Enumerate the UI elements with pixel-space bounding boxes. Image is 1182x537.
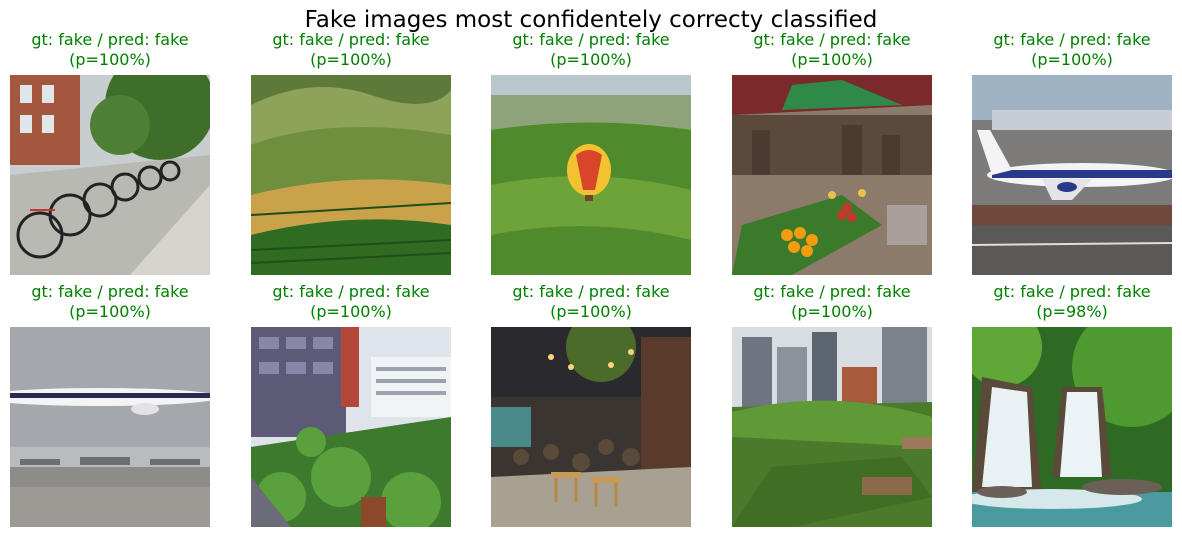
panel-5-image — [972, 75, 1172, 275]
panel-8-caption-line1: gt: fake / pred: fake — [512, 282, 670, 301]
panel-6-image — [10, 327, 210, 527]
panel-2-caption: gt: fake / pred: fake (p=100%) — [251, 30, 451, 70]
panel-8-caption-line2: (p=100%) — [550, 302, 632, 321]
panel-1-caption: gt: fake / pred: fake (p=100%) — [10, 30, 210, 70]
panel-4-caption-line1: gt: fake / pred: fake — [753, 30, 911, 49]
panel-3-caption: gt: fake / pred: fake (p=100%) — [491, 30, 691, 70]
panel-3-image — [491, 75, 691, 275]
panel-9-caption-line1: gt: fake / pred: fake — [753, 282, 911, 301]
figure-title: Fake images most confidentely correcty c… — [304, 7, 878, 33]
panel-2-image — [251, 75, 451, 275]
panel-6-caption-line2: (p=100%) — [69, 302, 151, 321]
panel-6-caption-line1: gt: fake / pred: fake — [31, 282, 189, 301]
panel-4-image — [732, 75, 932, 275]
panel-2-caption-line2: (p=100%) — [310, 50, 392, 69]
panel-1-caption-line2: (p=100%) — [69, 50, 151, 69]
panel-1-caption-line1: gt: fake / pred: fake — [31, 30, 189, 49]
panel-7-caption: gt: fake / pred: fake (p=100%) — [251, 282, 451, 322]
panel-7-caption-line1: gt: fake / pred: fake — [272, 282, 430, 301]
panel-1-image — [10, 75, 210, 275]
panel-7-caption-line2: (p=100%) — [310, 302, 392, 321]
panel-3-caption-line2: (p=100%) — [550, 50, 632, 69]
panel-9-caption: gt: fake / pred: fake (p=100%) — [732, 282, 932, 322]
panel-10-caption-line2: (p=98%) — [1036, 302, 1108, 321]
panel-9-image — [732, 327, 932, 527]
panel-7-image — [251, 327, 451, 527]
panel-10-caption-line1: gt: fake / pred: fake — [993, 282, 1151, 301]
panel-4-caption: gt: fake / pred: fake (p=100%) — [732, 30, 932, 70]
panel-8-caption: gt: fake / pred: fake (p=100%) — [491, 282, 691, 322]
panel-5-caption-line2: (p=100%) — [1031, 50, 1113, 69]
panel-4-caption-line2: (p=100%) — [791, 50, 873, 69]
panel-8-image — [491, 327, 691, 527]
panel-5-caption-line1: gt: fake / pred: fake — [993, 30, 1151, 49]
panel-3-caption-line1: gt: fake / pred: fake — [512, 30, 670, 49]
panel-6-caption: gt: fake / pred: fake (p=100%) — [10, 282, 210, 322]
panel-10-image — [972, 327, 1172, 527]
panel-9-caption-line2: (p=100%) — [791, 302, 873, 321]
panel-5-caption: gt: fake / pred: fake (p=100%) — [972, 30, 1172, 70]
panel-2-caption-line1: gt: fake / pred: fake — [272, 30, 430, 49]
panel-10-caption: gt: fake / pred: fake (p=98%) — [972, 282, 1172, 322]
